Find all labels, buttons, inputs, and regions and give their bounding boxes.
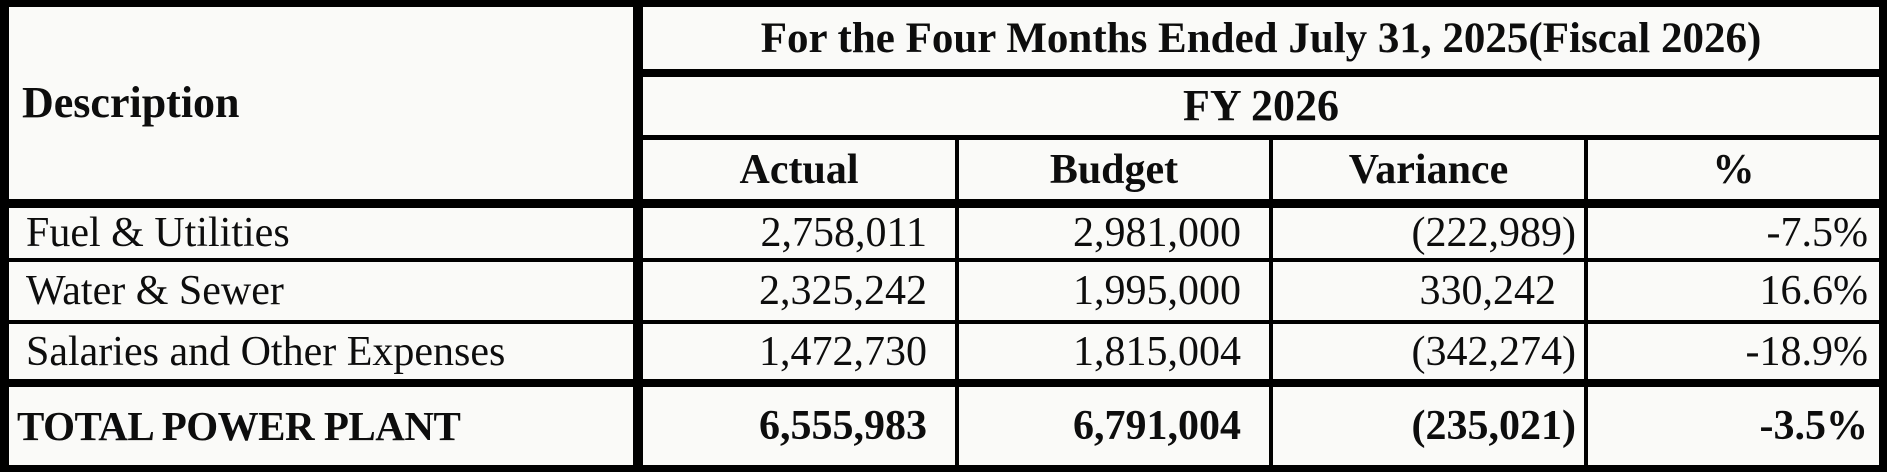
row-label: Water & Sewer (9, 262, 643, 324)
column-header-actual: Actual (643, 140, 959, 208)
variance-value: (222,989) (1273, 208, 1588, 262)
percent-value: -7.5% (1588, 208, 1879, 262)
total-actual-value: 6,555,983 (643, 387, 959, 465)
actual-value: 1,472,730 (643, 324, 959, 387)
percent-value: 16.6% (1588, 262, 1879, 324)
total-variance-value: (235,021) (1273, 387, 1588, 465)
column-header-percent: % (1588, 140, 1879, 208)
actual-value: 2,325,242 (643, 262, 959, 324)
column-header-variance: Variance (1273, 140, 1588, 208)
budget-value: 2,981,000 (959, 208, 1273, 262)
total-budget-value: 6,791,004 (959, 387, 1273, 465)
fiscal-year-header: FY 2026 (643, 77, 1879, 140)
total-percent-value: -3.5% (1588, 387, 1879, 465)
period-header: For the Four Months Ended July 31, 2025(… (643, 7, 1879, 77)
budget-value: 1,815,004 (959, 324, 1273, 387)
variance-value: (342,274) (1273, 324, 1588, 387)
budget-value: 1,995,000 (959, 262, 1273, 324)
column-header-budget: Budget (959, 140, 1273, 208)
actual-value: 2,758,011 (643, 208, 959, 262)
description-column-header: Description (9, 7, 643, 208)
row-label: Salaries and Other Expenses (9, 324, 643, 387)
row-label: Fuel & Utilities (9, 208, 643, 262)
total-row-label: TOTAL POWER PLANT (9, 387, 643, 465)
percent-value: -18.9% (1588, 324, 1879, 387)
variance-value: 330,242 (1273, 262, 1588, 324)
